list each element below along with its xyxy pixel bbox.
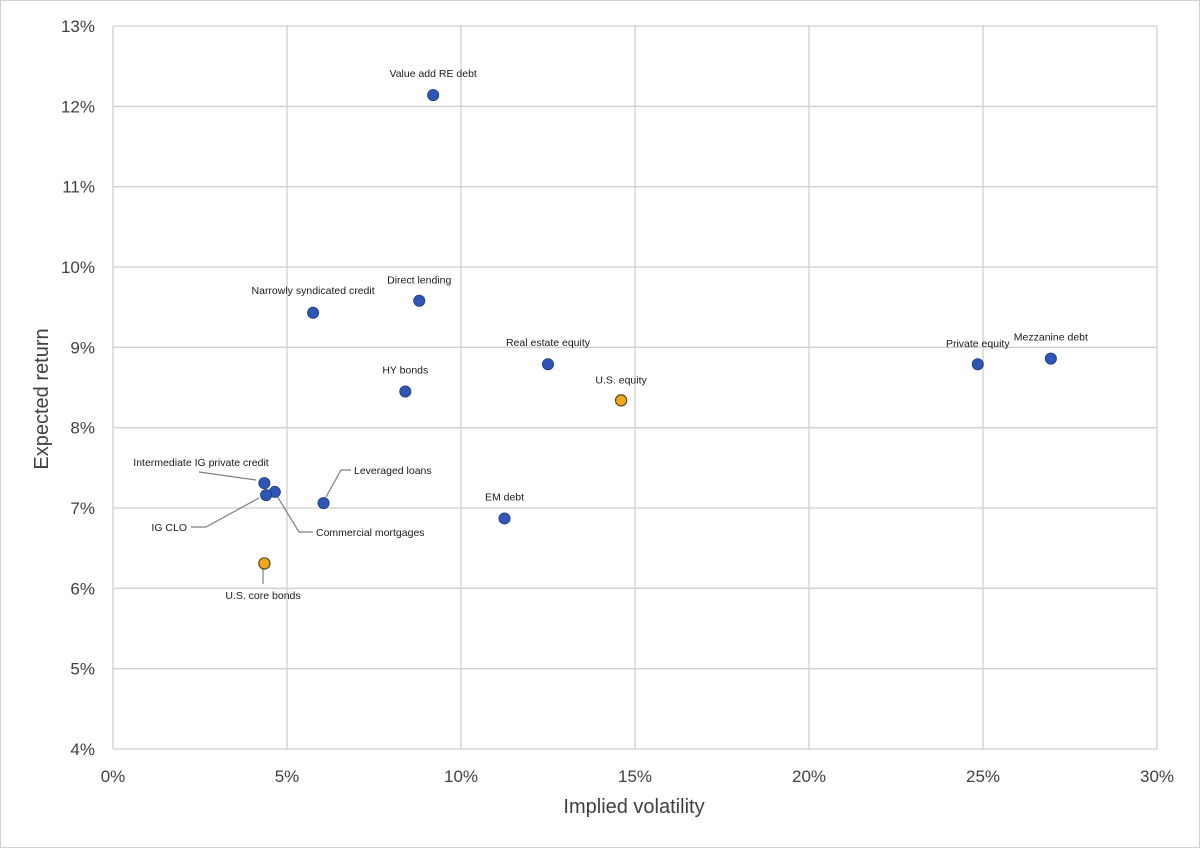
- y-tick-label: 11%: [62, 178, 95, 197]
- data-point-label: HY bonds: [382, 365, 428, 377]
- data-point-label: Leveraged loans: [354, 465, 432, 477]
- point-layer: [258, 89, 1057, 570]
- data-point-label: Value add RE debt: [389, 68, 476, 80]
- point-label-layer: Value add RE debt Narrowly syndicated cre…: [133, 68, 1088, 602]
- data-point-label: Real estate equity: [506, 337, 591, 349]
- leader-line: [276, 495, 313, 533]
- data-point-label: Mezzanine debt: [1014, 332, 1088, 344]
- data-point-label: Narrowly syndicated credit: [252, 285, 375, 297]
- data-point-label: Private equity: [946, 338, 1010, 350]
- y-tick-label: 9%: [70, 338, 95, 357]
- x-tick-label: 20%: [792, 767, 826, 786]
- data-point: [1044, 352, 1057, 365]
- y-tick-label: 8%: [70, 419, 95, 438]
- data-point: [258, 477, 271, 490]
- leader-line-layer: [191, 469, 351, 584]
- data-point: [258, 557, 271, 570]
- data-point: [427, 89, 440, 102]
- data-point: [614, 394, 628, 407]
- y-tick-label: 7%: [70, 499, 95, 518]
- y-axis-title: Expected return: [31, 328, 53, 469]
- y-tick-label: 13%: [61, 17, 95, 36]
- data-point: [971, 358, 984, 371]
- data-point-label: Intermediate IG private credit: [133, 457, 268, 469]
- leader-line: [198, 471, 257, 481]
- leader-line: [191, 497, 260, 528]
- tick-label-layer: 0% 5% 10% 15% 20% 25% 30% 4% 5% 6% 7% 8% 9% 10% 11% 12%…: [61, 17, 1174, 786]
- x-tick-label: 10%: [444, 767, 478, 786]
- y-tick-label: 5%: [70, 660, 95, 679]
- data-point-label: IG CLO: [151, 522, 187, 534]
- x-tick-label: 25%: [966, 767, 1000, 786]
- grid-layer: [112, 25, 1158, 750]
- y-tick-label: 6%: [70, 579, 95, 598]
- y-tick-label: 4%: [70, 740, 95, 759]
- data-point-label: Commercial mortgages: [316, 527, 425, 539]
- data-point-label: EM debt: [485, 491, 524, 503]
- x-tick-label: 5%: [275, 767, 300, 786]
- data-point-label: Direct lending: [387, 275, 451, 287]
- x-tick-label: 0%: [101, 767, 126, 786]
- data-point: [399, 385, 412, 398]
- data-point-label: U.S. equity: [595, 374, 647, 386]
- y-tick-label: 10%: [61, 258, 95, 277]
- data-point-label: U.S. core bonds: [225, 590, 300, 602]
- x-tick-label: 30%: [1140, 767, 1174, 786]
- data-point: [260, 489, 273, 502]
- data-point: [542, 358, 555, 371]
- data-point: [498, 512, 511, 525]
- data-point: [413, 294, 426, 307]
- data-point: [307, 306, 320, 319]
- data-point: [317, 497, 330, 510]
- x-tick-label: 15%: [618, 767, 652, 786]
- leader-line: [325, 469, 351, 498]
- y-tick-label: 12%: [61, 97, 95, 116]
- x-axis-title: Implied volatility: [563, 796, 704, 818]
